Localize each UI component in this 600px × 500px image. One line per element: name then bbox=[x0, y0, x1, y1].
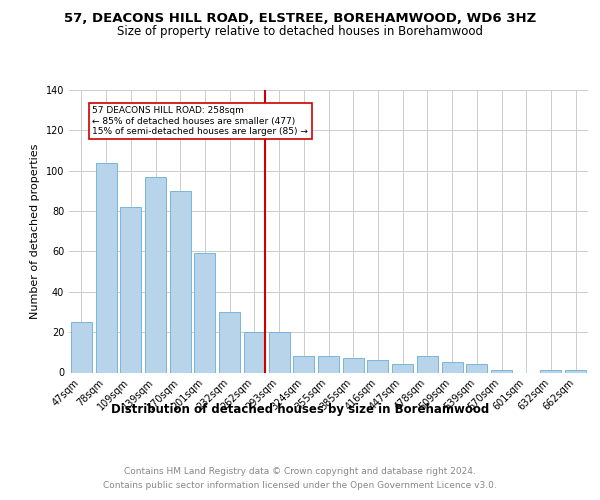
Bar bbox=[293, 356, 314, 372]
Bar bbox=[442, 362, 463, 372]
Bar bbox=[343, 358, 364, 372]
Text: 57 DEACONS HILL ROAD: 258sqm
← 85% of detached houses are smaller (477)
15% of s: 57 DEACONS HILL ROAD: 258sqm ← 85% of de… bbox=[92, 106, 308, 136]
Bar bbox=[392, 364, 413, 372]
Text: Size of property relative to detached houses in Borehamwood: Size of property relative to detached ho… bbox=[117, 25, 483, 38]
Text: 57, DEACONS HILL ROAD, ELSTREE, BOREHAMWOOD, WD6 3HZ: 57, DEACONS HILL ROAD, ELSTREE, BOREHAMW… bbox=[64, 12, 536, 26]
Bar bbox=[466, 364, 487, 372]
Bar bbox=[219, 312, 240, 372]
Text: Distribution of detached houses by size in Borehamwood: Distribution of detached houses by size … bbox=[111, 402, 489, 415]
Text: Contains HM Land Registry data © Crown copyright and database right 2024.
Contai: Contains HM Land Registry data © Crown c… bbox=[103, 468, 497, 489]
Bar bbox=[95, 162, 116, 372]
Bar bbox=[145, 177, 166, 372]
Bar bbox=[71, 322, 92, 372]
Bar bbox=[244, 332, 265, 372]
Bar bbox=[491, 370, 512, 372]
Bar bbox=[120, 207, 141, 372]
Y-axis label: Number of detached properties: Number of detached properties bbox=[30, 144, 40, 319]
Bar bbox=[170, 191, 191, 372]
Bar bbox=[367, 360, 388, 372]
Bar bbox=[269, 332, 290, 372]
Bar bbox=[565, 370, 586, 372]
Bar bbox=[417, 356, 438, 372]
Bar bbox=[194, 254, 215, 372]
Bar bbox=[541, 370, 562, 372]
Bar bbox=[318, 356, 339, 372]
